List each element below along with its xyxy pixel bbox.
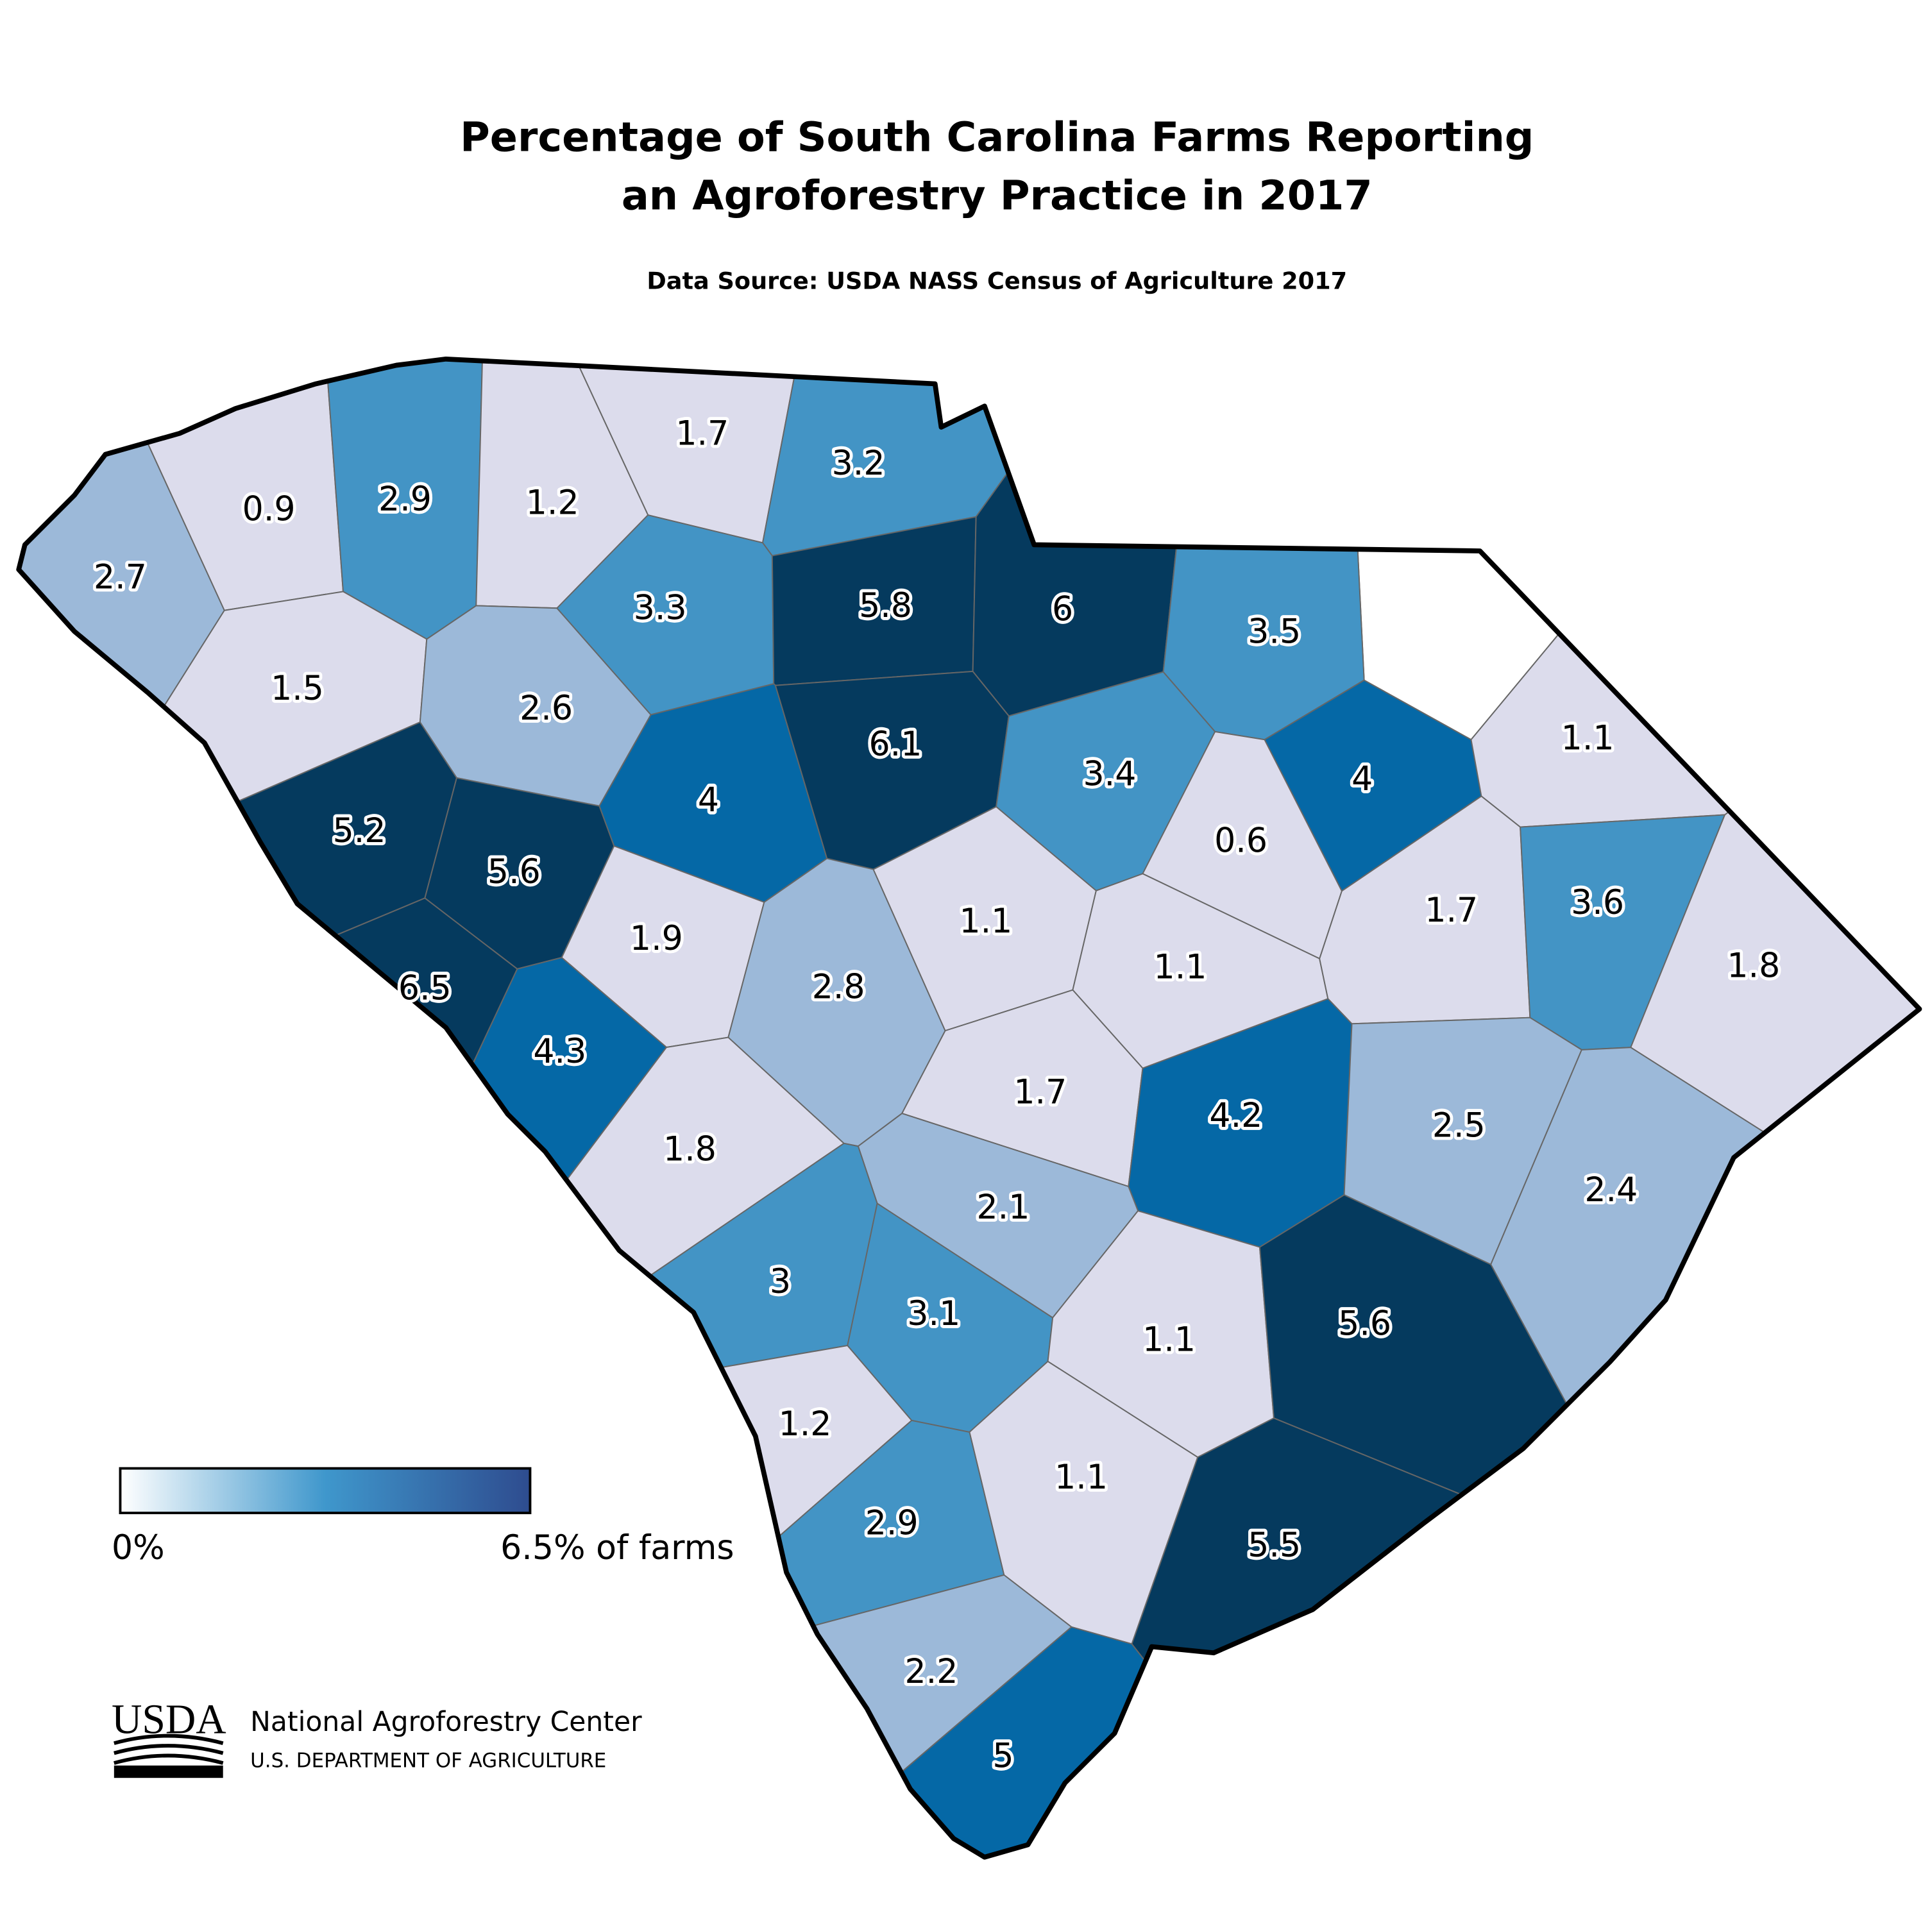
value-labels: 2.7 0.9 2.9 1.2 1.7 3.2 1.5 2.6 3.3 5.8 6 3.5 5.2 5.6… [90, 412, 1783, 1778]
county-value: 6.5 [398, 969, 452, 1008]
county-value: 5.6 [487, 853, 541, 891]
county-value: 5.8 [859, 587, 912, 625]
county-value: 2.6 [520, 689, 573, 728]
county-value: 4 [1352, 760, 1373, 798]
county-value: 6 [1052, 591, 1073, 629]
county-value: 0.9 [242, 490, 296, 528]
county-value: 1.8 [1727, 947, 1780, 986]
county-value: 5.5 [1248, 1526, 1301, 1565]
county-value: 3.5 [1248, 612, 1301, 651]
county-value: 2.8 [812, 968, 865, 1006]
subtitle: Data Source: USDA NASS Census of Agricul… [647, 267, 1347, 295]
county-value: 3.2 [832, 444, 885, 483]
county-value: 1.7 [1013, 1074, 1067, 1112]
county-value: 3.1 [907, 1295, 960, 1333]
county-value: 3.6 [1571, 884, 1624, 922]
counties [16, 356, 1922, 1860]
county-value: 3 [770, 1263, 791, 1301]
county-value: 5.2 [333, 812, 386, 850]
title: an Agroforestry Practice in 2017 [622, 172, 1373, 219]
county-value: 1.1 [1055, 1458, 1108, 1497]
state-outline [16, 356, 1922, 1860]
county-value: 1.9 [630, 920, 683, 958]
county-value: 1.7 [675, 415, 729, 453]
county-value: 2.5 [1432, 1107, 1486, 1145]
legend-min: 0% [112, 1529, 165, 1567]
county-value: 1.1 [1154, 949, 1207, 987]
county-value: 1.1 [1561, 719, 1614, 757]
county-value: 3.3 [634, 589, 687, 628]
county-value: 1.1 [1142, 1321, 1196, 1360]
dept-name: U.S. DEPARTMENT OF AGRICULTURE [250, 1750, 606, 1773]
county-value: 1.1 [959, 902, 1012, 941]
logo-base [114, 1765, 223, 1778]
county-value: 5 [992, 1737, 1013, 1775]
county-value: 4.2 [1209, 1097, 1262, 1135]
county-value: 0.6 [1214, 822, 1267, 861]
county-value: 2.4 [1584, 1171, 1638, 1210]
county-value: 5.6 [1338, 1305, 1391, 1344]
county-value: 6.1 [869, 725, 922, 764]
logo-lines [114, 1734, 224, 1765]
county-value: 1.5 [271, 670, 324, 708]
county-value: 2.2 [905, 1653, 958, 1691]
legend-bar [119, 1467, 532, 1515]
county-value: 1.8 [663, 1130, 716, 1169]
county-value: 1.2 [526, 484, 579, 523]
county-value: 2.1 [976, 1188, 1030, 1227]
county-value: 2.9 [378, 480, 432, 519]
county-value: 1.7 [1425, 891, 1478, 930]
county-value: 2.9 [865, 1504, 919, 1542]
county-value: 4 [698, 781, 719, 820]
title: Percentage of South Carolina Farms Repor… [460, 114, 1534, 162]
legend-max: 6.5% of farms [500, 1529, 734, 1567]
county-value: 2.7 [94, 558, 147, 596]
county-value: 1.2 [779, 1405, 832, 1444]
org-name: National Agroforestry Center [250, 1707, 642, 1738]
county-value: 4.3 [533, 1033, 586, 1071]
county-value: 3.4 [1083, 755, 1137, 793]
